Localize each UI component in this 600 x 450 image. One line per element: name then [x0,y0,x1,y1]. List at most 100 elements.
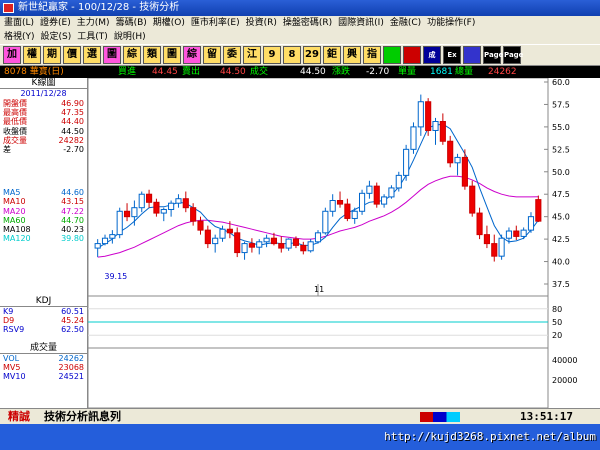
toolbar-button[interactable]: 綜 [183,46,201,64]
info-label: 收盤價 [3,126,27,136]
total-label: 總量 [455,67,474,77]
menu-item[interactable]: 功能操作(F) [427,18,476,28]
info-value: -2.70 [63,145,84,155]
technical-chart-svg[interactable]: 60.0 57.5 55.0 52.5 50.0 47.5 45.0 42.5 40.0 37.5… [87,77,600,409]
info-value: 62.50 [61,325,84,335]
sell-price: 44.50 [220,67,246,77]
candle-body [109,234,116,239]
info-value: 45.24 [61,316,84,326]
info-value: 23068 [58,362,84,372]
info-label: MA5 [3,188,21,198]
change-label: 漲跌 [332,67,351,77]
candle-body [248,243,255,248]
toolbar-button[interactable]: 綜 [123,46,141,64]
toolbar-button[interactable]: 興 [343,46,361,64]
info-row: MA108 40.23 [0,225,87,234]
candle-body [358,192,366,212]
menu-item[interactable]: 說明(H) [113,32,146,42]
vol-label: 單量 [398,67,417,77]
info-value: 24262 [58,353,84,363]
info-row: RSV9 62.50 [0,325,87,334]
toolbar: 加權期價選圖綜類圖綜留委江 9 8 29 鉅興指成 Ex Page Page [0,44,600,66]
info-label: MV10 [3,372,26,382]
info-label: MA10 [3,197,26,207]
y-tick-label: 42.5 [552,235,570,244]
info-value: 24521 [58,372,84,382]
toolbar-button[interactable]: 委 [223,46,241,64]
toolbar-button[interactable]: 期 [43,46,61,64]
menu-item[interactable]: 畫面(L) [4,18,35,28]
candle-body [432,121,439,131]
toolbar-button[interactable]: 指 [363,46,381,64]
taskbar: http://kujd3268.pixnet.net/album [0,424,600,450]
candle-body [300,244,307,252]
toolbar-button[interactable]: 類 [143,46,161,64]
menu-item[interactable]: 主力(M) [76,18,110,28]
toolbar-button[interactable]: 29 [303,46,321,64]
menu-item[interactable]: 匯市利率(E) [190,18,240,28]
candle-body [256,241,263,248]
toolbar-button[interactable]: Page [483,46,503,64]
toolbar-button[interactable]: 圖 [163,46,181,64]
candle-body [263,237,270,243]
toolbar-button[interactable]: 留 [203,46,221,64]
candle-body [285,238,292,249]
candle-body [146,193,153,203]
candle-body [234,232,241,254]
info-label: 開盤價 [3,99,27,108]
toolbar-button[interactable] [383,46,401,64]
menu-item[interactable]: 格視(Y) [4,32,35,42]
candle-body [513,230,520,237]
toolbar-button[interactable]: Page [503,46,523,64]
menu-item[interactable]: 期權(O) [152,18,185,28]
toolbar-button[interactable]: 權 [23,46,41,64]
candle-body [425,101,432,131]
info-label: 最低價 [3,117,27,127]
menu-item[interactable]: 國際資訊(I) [338,18,384,28]
window-title: 新世紀贏家 - 100/12/28 - 技術分析 [18,2,180,13]
y-tick-label: 37.5 [552,280,570,289]
toolbar-button[interactable]: 選 [83,46,101,64]
candle-body [160,208,167,214]
toolbar-button[interactable] [403,46,421,64]
buy-label: 買進 [118,67,137,77]
toolbar-button[interactable]: 成 [423,46,441,64]
info-label: MA120 [3,234,31,244]
toolbar-button[interactable]: Ex [443,46,461,64]
info-label: MV5 [3,362,21,372]
y-tick-label: 55.0 [552,123,570,132]
chart-area[interactable]: 60.0 57.5 55.0 52.5 50.0 47.5 45.0 42.5 40.0 37.5… [87,77,600,409]
candle-body [403,148,410,176]
status-message: 技術分析訊息列 [44,410,121,423]
price-info-panel: K線圖 2011/12/28 開盤價 46.90 最高價 47.35 最低價 44.40 收… [0,78,88,296]
menu-item[interactable]: 金融(C) [389,18,422,28]
candle-body [344,203,351,219]
info-label: VOL [3,353,20,363]
info-value: 24282 [58,135,84,145]
menu-item[interactable]: 操盤密碼(R) [282,18,333,28]
candle-body [447,140,454,164]
toolbar-button[interactable]: 江 [243,46,261,64]
candle-body [168,202,175,210]
menu-item[interactable]: 證券(E) [40,18,71,28]
toolbar-button[interactable]: 價 [63,46,81,64]
toolbar-button[interactable]: 8 [283,46,301,64]
toolbar-button[interactable]: 加 [3,46,21,64]
candle-body [307,241,314,252]
toolbar-button[interactable]: 9 [263,46,281,64]
menu-item[interactable]: 工具(T) [77,32,108,42]
candle-body [527,216,535,231]
toolbar-button[interactable]: 圖 [103,46,121,64]
kline-title: K線圖 [0,78,87,89]
menu-item[interactable]: 投資(R) [245,18,277,28]
toolbar-button[interactable] [463,46,481,64]
menu-item[interactable]: 設定(S) [40,32,72,42]
y-tick-label: 57.5 [552,100,570,109]
toolbar-button[interactable]: 鉅 [323,46,341,64]
volume-tick-label: 40000 [552,356,577,365]
candle-body [190,207,197,222]
ma-rows: MA5 44.60 MA10 43.15 MA20 47.22 MA60 44.70 MA108… [0,188,87,243]
menu-item[interactable]: 籌碼(B) [115,18,147,28]
info-value: 40.23 [61,225,84,235]
